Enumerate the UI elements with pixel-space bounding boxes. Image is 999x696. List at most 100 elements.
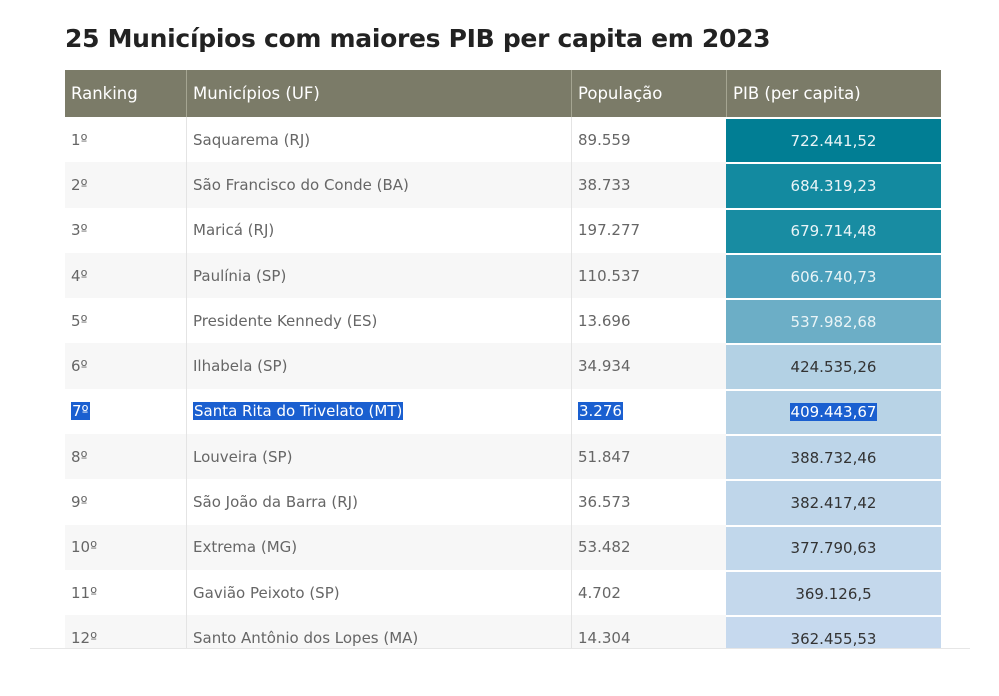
municipio-cell: Presidente Kennedy (ES)	[186, 298, 571, 344]
municipio-cell: Saquarema (RJ)	[186, 117, 571, 163]
municipio-cell-text: Paulínia (SP)	[193, 266, 287, 285]
table-row: 12º Santo Antônio dos Lopes (MA) 14.304 362…	[65, 615, 941, 648]
municipio-cell: Louveira (SP)	[186, 434, 571, 480]
pib-cell-text: 679.714,48	[790, 222, 877, 241]
populacao-cell: 3.276	[571, 388, 726, 435]
pib-cell-text: 362.455,53	[790, 629, 877, 648]
rank-cell-text: 12º	[71, 628, 98, 647]
pib-cell: 388.732,46	[726, 434, 941, 480]
rank-cell: 9º	[65, 479, 186, 524]
table-row: 6º Ilhabela (SP) 34.934 424.535,26	[65, 343, 941, 389]
populacao-cell-text: 51.847	[578, 447, 631, 466]
pib-cell-text: 684.319,23	[790, 176, 877, 195]
pib-cell: 722.441,52	[726, 117, 941, 163]
table-body: 1º Saquarema (RJ) 89.559 722.441,52 2º São Fr…	[65, 117, 941, 648]
municipio-cell: Santa Rita do Trivelato (MT)	[186, 388, 571, 435]
pib-cell: 424.535,26	[726, 343, 941, 389]
populacao-cell: 34.934	[571, 343, 726, 389]
rank-cell-text: 6º	[71, 357, 88, 376]
pib-cell-text: 382.417,42	[790, 494, 877, 513]
pib-cell-text: 377.790,63	[790, 539, 877, 558]
header-pib[interactable]: PIB (per capita)	[726, 70, 941, 117]
rank-cell-text: 9º	[71, 493, 88, 512]
populacao-cell-text: 4.702	[578, 583, 621, 602]
table-row: 1º Saquarema (RJ) 89.559 722.441,52	[65, 117, 941, 163]
populacao-cell: 14.304	[571, 615, 726, 648]
municipio-cell-text: Saquarema (RJ)	[193, 130, 311, 149]
pib-cell-text: 722.441,52	[790, 131, 877, 150]
rank-cell-text: 2º	[71, 175, 88, 194]
table-row: 10º Extrema (MG) 53.482 377.790,63	[65, 524, 941, 570]
populacao-cell-text: 13.696	[578, 311, 631, 330]
populacao-cell-text: 53.482	[578, 538, 631, 557]
pib-cell-text: 424.535,26	[790, 358, 877, 377]
header-populacao[interactable]: População	[571, 70, 726, 117]
rank-cell: 12º	[65, 615, 186, 648]
divider	[30, 648, 970, 649]
municipio-cell-text: Santo Antônio dos Lopes (MA)	[193, 628, 419, 647]
rank-cell: 4º	[65, 253, 186, 298]
rank-cell: 11º	[65, 570, 186, 615]
rank-cell-text: 10º	[71, 538, 98, 557]
table-header: Ranking Municípios (UF) População PIB (p…	[65, 70, 941, 117]
municipio-cell: Extrema (MG)	[186, 524, 571, 570]
table-row: 9º São João da Barra (RJ) 36.573 382.417,42	[65, 479, 941, 525]
pib-cell: 362.455,53	[726, 615, 941, 648]
populacao-cell: 36.573	[571, 479, 726, 525]
rank-cell-text: 8º	[71, 447, 88, 466]
populacao-cell: 110.537	[571, 252, 726, 299]
rank-cell: 8º	[65, 434, 186, 479]
rank-cell: 5º	[65, 298, 186, 343]
rank-cell: 1º	[65, 117, 186, 162]
rank-cell-text: 11º	[71, 583, 98, 602]
municipio-cell: Gavião Peixoto (SP)	[186, 569, 571, 616]
municipio-cell: Maricá (RJ)	[186, 207, 571, 253]
populacao-cell-text: 89.559	[578, 130, 631, 149]
municipio-cell: São Francisco do Conde (BA)	[186, 162, 571, 208]
municipio-cell-text: Extrema (MG)	[193, 538, 298, 557]
table-row: 8º Louveira (SP) 51.847 388.732,46	[65, 434, 941, 480]
rank-cell-text: 3º	[71, 221, 88, 240]
pib-cell-text: 369.126,5	[795, 584, 872, 603]
municipio-cell-text: Maricá (RJ)	[193, 221, 275, 240]
table-row: 2º São Francisco do Conde (BA) 38.733 684.3…	[65, 162, 941, 208]
pib-cell: 606.740,73	[726, 252, 941, 299]
populacao-cell: 197.277	[571, 207, 726, 253]
populacao-cell-text: 110.537	[578, 266, 641, 285]
table-row: 3º Maricá (RJ) 197.277 679.714,48	[65, 207, 941, 253]
municipio-cell: São João da Barra (RJ)	[186, 479, 571, 525]
municipio-cell-text: Presidente Kennedy (ES)	[193, 311, 378, 330]
header-ranking[interactable]: Ranking	[71, 84, 138, 103]
rank-cell: 6º	[65, 343, 186, 388]
rank-cell: 2º	[65, 162, 186, 207]
rank-cell: 7º	[65, 389, 186, 434]
municipio-cell: Paulínia (SP)	[186, 252, 571, 299]
populacao-cell: 4.702	[571, 569, 726, 616]
populacao-cell-text: 34.934	[578, 357, 631, 376]
pib-cell-text: 388.732,46	[790, 448, 877, 467]
pib-cell-text: 606.740,73	[790, 267, 877, 286]
table-row: 5º Presidente Kennedy (ES) 13.696 537.982,6…	[65, 298, 941, 344]
table-row: 7º Santa Rita do Trivelato (MT) 3.276 409.4…	[65, 388, 941, 435]
rank-cell: 10º	[65, 525, 186, 570]
rank-cell: 3º	[65, 208, 186, 253]
populacao-cell: 51.847	[571, 434, 726, 480]
pib-cell: 679.714,48	[726, 207, 941, 253]
municipio-cell-text: Ilhabela (SP)	[193, 357, 288, 376]
pib-cell-text: 409.443,67	[789, 403, 878, 422]
header-municipios[interactable]: Municípios (UF)	[186, 70, 571, 117]
populacao-cell: 38.733	[571, 162, 726, 208]
municipio-cell-text: Gavião Peixoto (SP)	[193, 583, 340, 602]
page-title: 25 Municípios com maiores PIB per capita…	[65, 24, 771, 53]
populacao-cell: 89.559	[571, 117, 726, 163]
municipio-cell-text: São João da Barra (RJ)	[193, 493, 358, 512]
rank-cell-text: 5º	[71, 311, 88, 330]
pib-table: Ranking Municípios (UF) População PIB (p…	[65, 70, 941, 648]
populacao-cell-text: 36.573	[578, 493, 631, 512]
table-row: 4º Paulínia (SP) 110.537 606.740,73	[65, 252, 941, 299]
pib-cell: 684.319,23	[726, 162, 941, 208]
pib-cell: 377.790,63	[726, 524, 941, 570]
municipio-cell-text: Louveira (SP)	[193, 447, 293, 466]
populacao-cell-text: 14.304	[578, 628, 631, 647]
pib-cell: 409.443,67	[726, 388, 941, 435]
